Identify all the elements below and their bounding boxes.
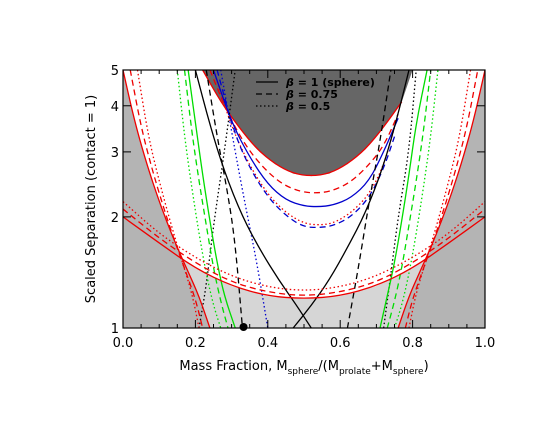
y-tick-label: 4 [111,100,119,115]
series-line-black-solid-6 [194,70,312,328]
markers [239,323,248,331]
series-line-red-dashed-1 [209,70,399,194]
legend-label: β = 0.5 [285,100,330,113]
series-line-green-solid-13 [379,70,428,328]
legend-label: β = 0.75 [285,88,338,101]
series-line-blue-dotted-5 [220,70,269,328]
series-line-red-solid-24 [123,216,485,299]
x-tick-label: 1.0 [475,336,496,351]
series-line-red-solid-18 [123,70,211,328]
x-tick-label: 0.2 [185,336,206,351]
x-tick-label: 0.6 [330,336,351,351]
series-line-red-dashed-25 [123,208,485,296]
x-tick-label: 0.8 [402,336,423,351]
series-line-green-dashed-15 [386,70,432,328]
y-tick-label: 2 [111,211,119,226]
y-axis-label: Scaled Separation (contact = 1) [84,95,99,303]
marker-dot [239,323,248,331]
series-line-red-dashed-20 [129,70,204,328]
x-tick-label: 0.0 [113,336,134,351]
series-line-green-dashed-14 [183,70,229,328]
x-tick-label: 0.4 [257,336,278,351]
series-line-blue-dashed-4 [216,70,396,229]
series-line-black-solid-7 [292,70,410,328]
series-lines [123,70,485,328]
dark-top-region [202,70,413,177]
legend: β = 1 (sphere)β = 0.75β = 0.5 [256,76,375,113]
x-axis-label: Mass Fraction, Msphere/(Mprolate+Msphere… [179,359,428,377]
series-line-black-dashed-9 [346,70,392,328]
series-line-green-solid-12 [187,70,236,328]
gray-left-region [123,70,210,328]
series-line-red-dotted-26 [123,201,485,291]
y-tick-label: 5 [111,64,119,79]
series-line-red-solid-19 [397,70,485,328]
legend-label: β = 1 (sphere) [285,76,375,89]
series-line-green-dotted-17 [393,70,439,328]
axis-ticks: 0.0 0.2 0.4 0.6 0.8 1.0 1 2 3 4 5 [111,64,496,351]
series-line-blue-solid-3 [212,70,399,208]
y-tick-label: 1 [111,322,119,337]
gray-right-region [398,70,485,328]
y-tick-label: 3 [111,146,119,161]
